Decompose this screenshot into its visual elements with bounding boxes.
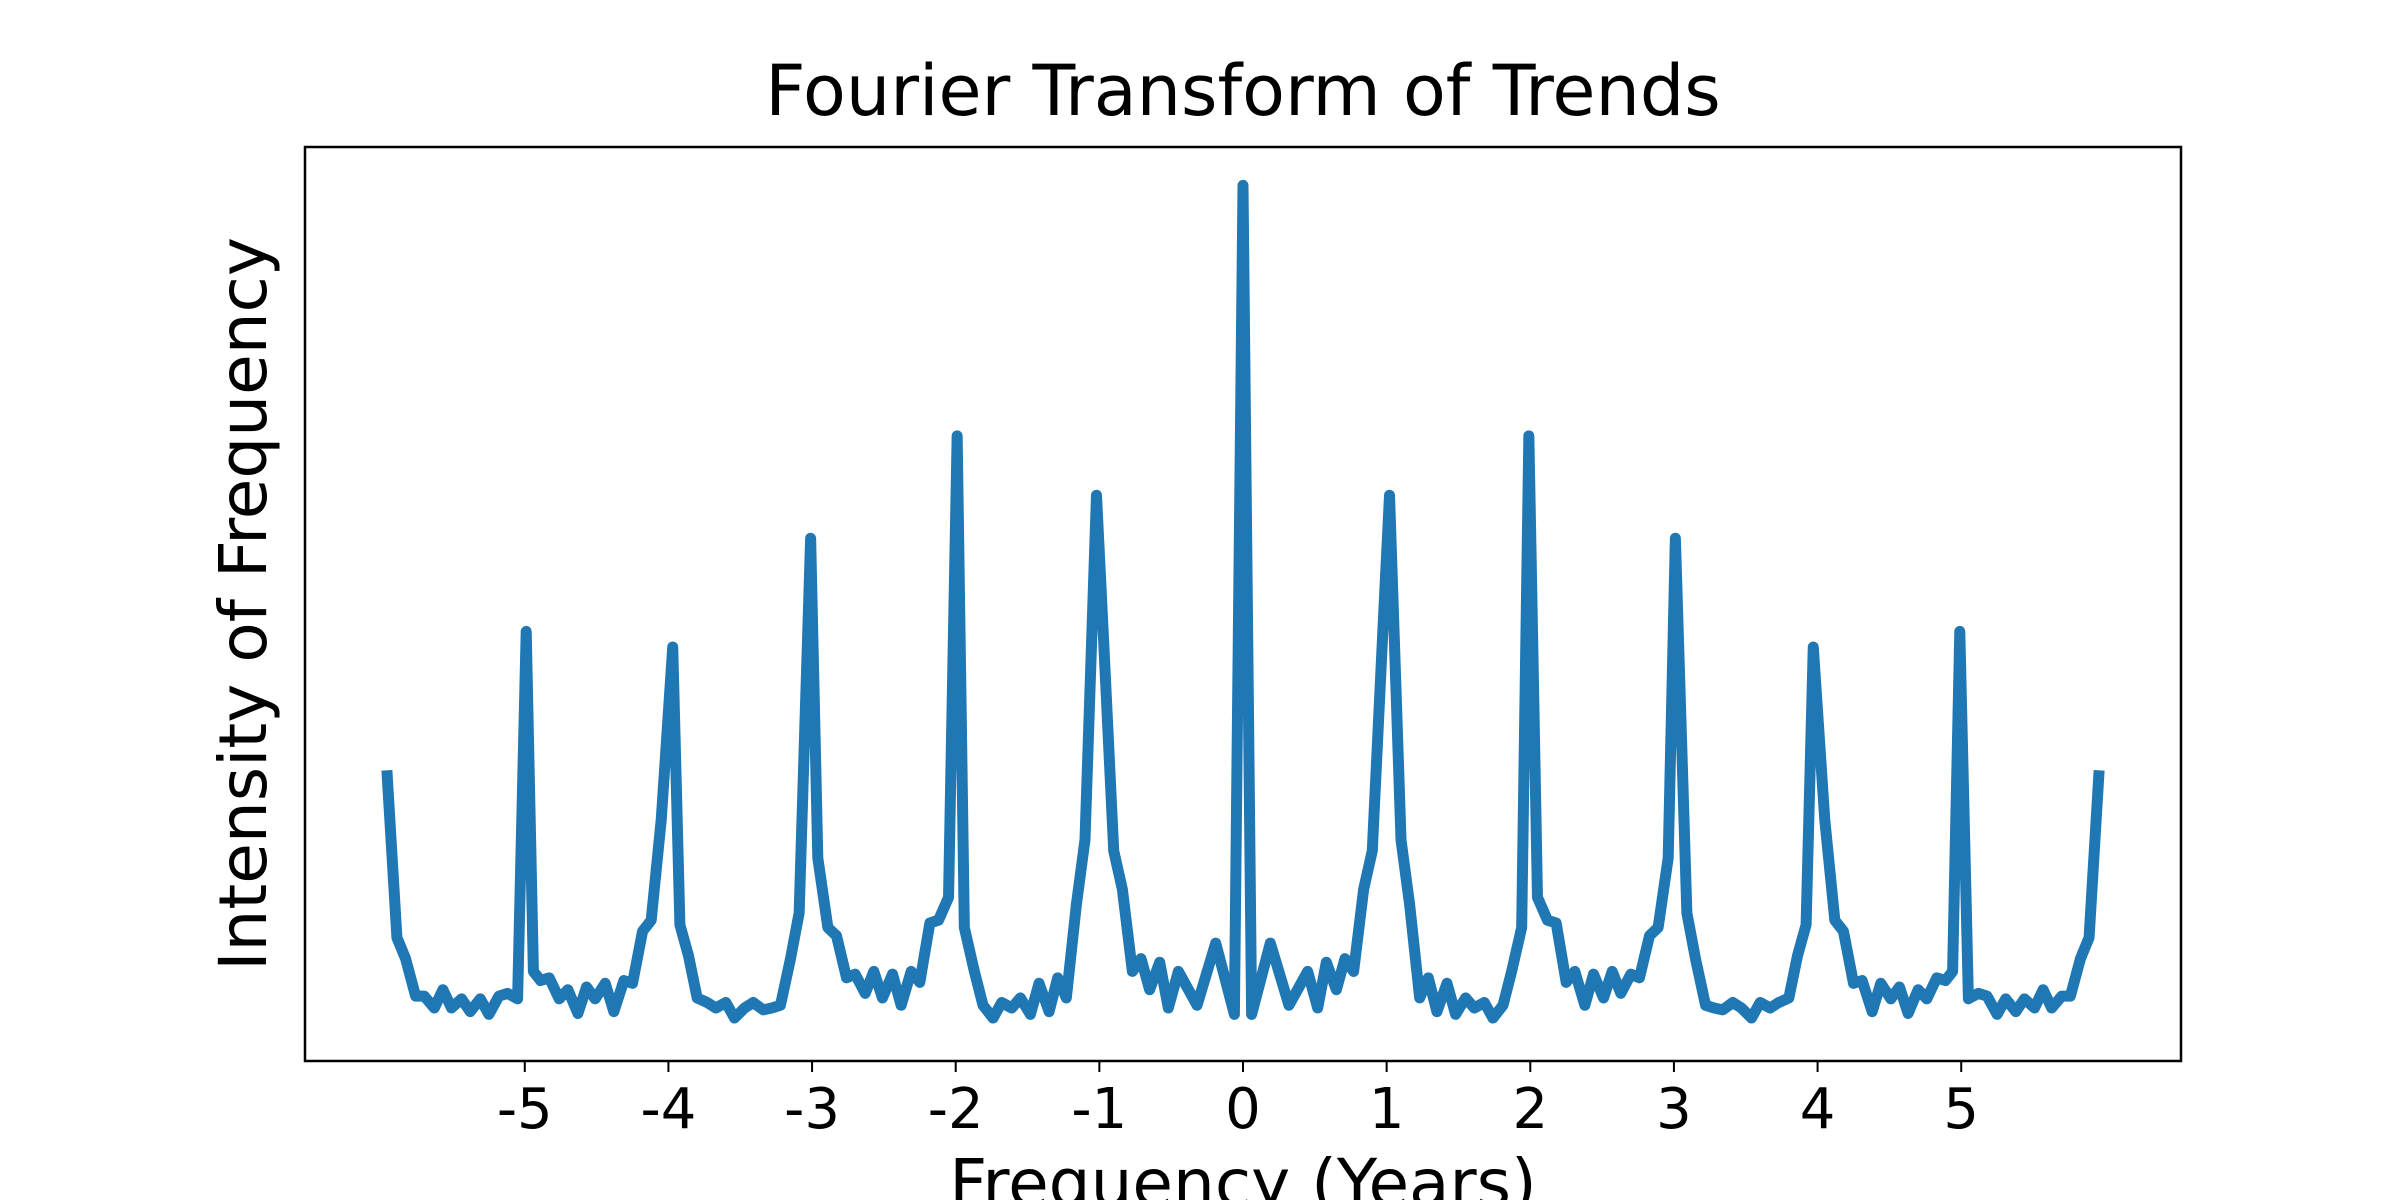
x-tick-label: 1 — [1369, 1077, 1405, 1142]
x-tick-label: 4 — [1800, 1077, 1836, 1142]
plot-frame — [303, 145, 2183, 1063]
x-tick-label: 5 — [1943, 1077, 1979, 1142]
line-series — [381, 179, 2105, 1024]
x-tick-label: 2 — [1512, 1077, 1548, 1142]
x-tick-label: -4 — [640, 1077, 696, 1142]
y-axis-label: Intensity of Frequency — [205, 237, 282, 971]
x-tick-label: -5 — [497, 1077, 553, 1142]
x-tick-label: -2 — [928, 1077, 984, 1142]
x-axis-label: Frequency (Years) — [949, 1145, 1537, 1200]
x-tick-label: 3 — [1656, 1077, 1692, 1142]
x-tick-label: -1 — [1071, 1077, 1127, 1142]
x-tick-label: 0 — [1225, 1077, 1261, 1142]
chart-title: Fourier Transform of Trends — [765, 50, 1721, 132]
x-tick-label: -3 — [784, 1077, 840, 1142]
